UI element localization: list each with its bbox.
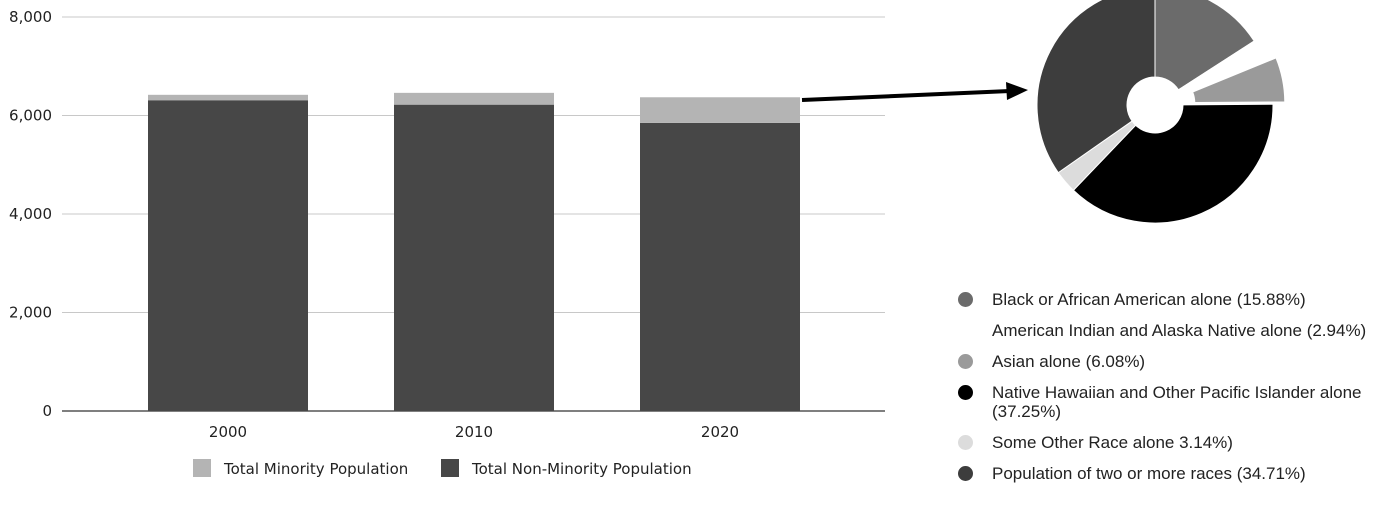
pie-legend-item: Native Hawaiian and Other Pacific Island… [958, 383, 1378, 421]
pie-legend-label: Native Hawaiian and Other Pacific Island… [992, 383, 1362, 421]
pie-legend-label: Population of two or more races (34.71%) [992, 464, 1306, 483]
pie-legend-item: American Indian and Alaska Native alone … [958, 321, 1378, 340]
legend-label: Total Non-Minority Population [471, 460, 692, 478]
bar-segment-minority [640, 97, 800, 123]
bar-segment-minority [148, 94, 308, 101]
stacked-bar-chart: 0 2,000 4,000 6,000 8,000 2000 2010 2020 Total M… [9, 8, 885, 478]
donut-chart [1036, 0, 1286, 224]
legend-swatch [441, 459, 459, 477]
bar-segment-non-minority [148, 100, 308, 412]
donut-hole [1127, 77, 1183, 133]
pie-legend: Black or African American alone (15.88%)… [958, 290, 1378, 495]
pie-legend-item: Asian alone (6.08%) [958, 352, 1378, 371]
pie-legend-label: Black or African American alone (15.88%) [992, 290, 1306, 309]
y-tick-label: 8,000 [9, 8, 52, 26]
x-tick-label: 2020 [701, 423, 739, 441]
bar-segment-non-minority [640, 122, 800, 411]
pie-legend-item: Some Other Race alone 3.14%) [958, 433, 1378, 452]
legend-label: Total Minority Population [223, 460, 408, 478]
arrow-shaft [801, 89, 1011, 102]
arrow-head [1006, 82, 1028, 100]
legend-dot [958, 435, 973, 450]
pie-slice-2 [1192, 57, 1286, 103]
legend-dot [958, 385, 973, 400]
y-tick-label: 4,000 [9, 205, 52, 223]
pie-legend-label: Some Other Race alone 3.14%) [992, 433, 1233, 452]
callout-arrow [801, 82, 1028, 102]
pie-legend-label: American Indian and Alaska Native alone … [992, 321, 1367, 340]
y-tick-label: 6,000 [9, 107, 52, 125]
y-tick-label: 0 [42, 402, 52, 420]
x-tick-label: 2000 [209, 423, 247, 441]
legend-dot [958, 323, 973, 338]
bar-segment-minority [394, 92, 554, 105]
pie-legend-item: Black or African American alone (15.88%) [958, 290, 1378, 309]
x-tick-label: 2010 [455, 423, 493, 441]
y-tick-label: 2,000 [9, 304, 52, 322]
pie-legend-label: Asian alone (6.08%) [992, 352, 1146, 371]
legend-swatch [193, 459, 211, 477]
legend-dot [958, 354, 973, 369]
bar-segment-non-minority [394, 104, 554, 411]
legend-dot [958, 292, 973, 307]
legend-dot [958, 466, 973, 481]
pie-legend-item: Population of two or more races (34.71%) [958, 464, 1378, 483]
